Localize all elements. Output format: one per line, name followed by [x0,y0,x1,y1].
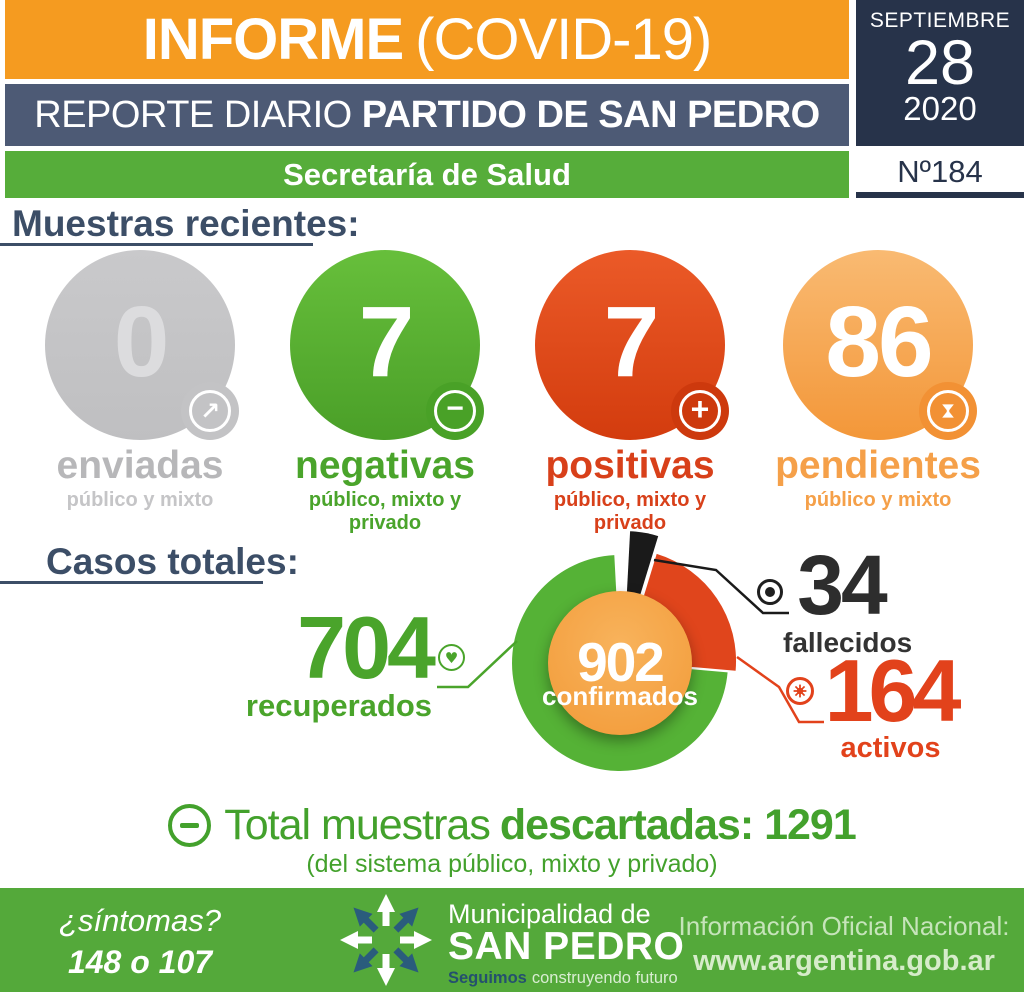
subtitle-banner: REPORTE DIARIO PARTIDO DE SAN PEDRO [5,84,849,146]
negative-value: 7 [358,285,415,398]
discarded-row: Total muestras descartadas: 1291 [0,801,1024,850]
sent-value: 0 [113,285,170,398]
negative-label: negativas [295,444,475,487]
date-day: 28 [904,28,976,98]
discarded-text-bold: descartadas: 1291 [499,801,857,849]
cases-title-rule [0,581,263,584]
pending-circle: 86 [783,250,977,440]
pending-value: 86 [825,285,933,398]
sample-negative: 7 − negativas público, mixto y privado [270,250,500,535]
department-label: Secretaría de Salud [283,156,571,192]
virus-burst-icon [786,677,814,705]
tagline-bold: Seguimos [448,969,527,987]
discarded-text: Total muestras descartadas: 1291 [224,801,857,850]
positive-circle: 7 + [535,250,729,440]
logo-arrow-navy [353,907,379,933]
confirmed-label: confirmados [541,681,699,711]
confirmed-value: 902 [577,631,665,693]
info-label: Información Oficial Nacional: [678,911,1010,941]
deceased-stat: 34 fallecidos [783,538,913,659]
symptoms-block: ¿síntomas? 148 o 107 [30,903,250,981]
deceased-value: 34 [797,538,887,632]
logo-arrow-navy [393,947,419,973]
symptoms-question: ¿síntomas? [59,903,221,938]
subtitle-partido: PARTIDO DE SAN PEDRO [361,93,821,136]
recovered-label: recuperados [245,688,432,723]
logo-arrow-navy [393,907,419,933]
heart-icon: ♥ [438,644,465,671]
sent-label: enviadas [56,444,224,487]
pending-label: pendientes [775,444,981,487]
date-month: SEPTIEMBRE [869,9,1011,32]
negative-circle: 7 − [290,250,484,440]
footer: ¿síntomas? 148 o 107 Municipalidad de SA… [0,888,1024,992]
donut-center-circle [548,591,692,735]
logo-arrow-white [340,931,372,949]
negative-badge: − [426,382,484,440]
issue-number: Nº184 [897,153,983,189]
municipality-logo-icon [340,894,432,986]
sample-sent: 0 ↗ enviadas público y mixto [25,250,255,512]
logo-arrow-navy [353,947,379,973]
cases-section-title: Casos totales: [46,541,299,582]
discarded-note: (del sistema público, mixto y privado) [306,850,718,878]
department-banner: Secretaría de Salud [5,151,849,198]
municipality-logo-text: Municipalidad de SAN PEDRO Seguimos const… [448,900,684,988]
logo-arrow-white [400,931,432,949]
subtitle-reporte: REPORTE DIARIO [34,93,352,136]
date-box: SEPTIEMBRE 28 2020 [856,0,1024,146]
discarded-text-light: Total muestras [224,801,491,849]
title-covid: (COVID-19) [415,7,712,72]
logo-line2: SAN PEDRO [448,925,685,968]
positive-label: positivas [545,444,715,487]
tagline-rest: construyendo futuro [531,969,678,987]
active-stat: 164 activos [813,641,968,765]
samples-section-title: Muestras recientes: [12,203,360,244]
title-informe: INFORME [142,7,404,72]
sample-positive: 7 + positivas público, mixto y privado [515,250,745,535]
negative-sublabel: público, mixto y privado [308,489,462,534]
positive-sublabel: público, mixto y privado [553,489,707,534]
arrow-up-right-icon: ↗ [189,390,231,432]
symptoms-phone-numbers: 148 o 107 [67,944,213,980]
logo-arrow-white [377,954,395,986]
deceased-label: fallecidos [783,627,913,658]
logo-line1: Municipalidad de [448,899,651,929]
positive-badge: + [671,382,729,440]
main-title-banner: INFORME (COVID-19) [5,0,849,79]
logo-arrow-white [377,894,395,926]
sample-pending: 86 pendientes público y mixto [763,250,993,512]
deceased-dot-icon [757,579,783,605]
minus-circle-icon [168,804,212,847]
recovered-value: 704 [297,598,436,697]
samples-title-rule [0,243,313,246]
hourglass-icon [927,390,969,432]
pending-sublabel: público y mixto [804,489,952,511]
official-info-block: Información Oficial Nacional: www.argent… [676,911,1012,978]
date-year: 2020 [903,90,977,127]
active-label: activos [840,732,941,764]
info-url: www.argentina.gob.ar [693,945,995,977]
issue-number-box: Nº184 [856,151,1024,198]
active-value: 164 [824,641,962,740]
positive-value: 7 [603,285,660,398]
recovered-stat: 704 recuperados [218,598,436,724]
sent-circle: 0 ↗ [45,250,239,440]
pending-badge [919,382,977,440]
minus-icon: − [434,390,476,432]
plus-icon: + [679,390,721,432]
sent-sublabel: público y mixto [66,489,214,511]
sent-badge: ↗ [181,382,239,440]
logo-tagline: Seguimos construyendo futuro [448,969,684,988]
